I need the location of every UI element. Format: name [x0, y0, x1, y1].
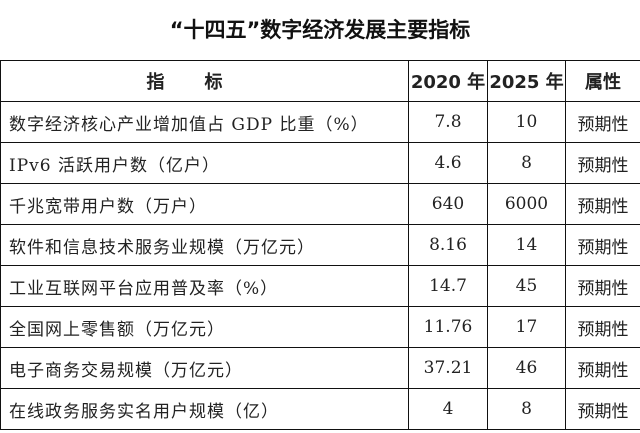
value-2025-cell: 6000 — [487, 183, 566, 225]
value-2020-cell: 640 — [408, 183, 488, 225]
value-2025-cell: 45 — [487, 265, 566, 307]
attribute-cell: 预期性 — [565, 388, 640, 430]
table-header-row: 指标 2020 年 2025 年 属性 — [0, 60, 640, 102]
value-2025-cell: 17 — [487, 306, 566, 348]
attribute-cell: 预期性 — [565, 183, 640, 225]
indicator-name-cell: 千兆宽带用户数（万户） — [0, 183, 409, 225]
attribute-cell: 预期性 — [565, 265, 640, 307]
value-2025-cell: 8 — [487, 142, 566, 184]
header-indicator: 指标 — [0, 60, 409, 102]
value-2020-cell: 11.76 — [408, 306, 488, 348]
value-2020-cell: 8.16 — [408, 224, 488, 266]
table-row: 数字经济核心产业增加值占 GDP 比重（%） 7.8 10 预期性 — [0, 101, 640, 143]
indicator-name-cell: 数字经济核心产业增加值占 GDP 比重（%） — [0, 101, 409, 143]
value-2020-cell: 4.6 — [408, 142, 488, 184]
table-row: 在线政务服务实名用户规模（亿） 4 8 预期性 — [0, 388, 640, 430]
table-row: 电子商务交易规模（万亿元） 37.21 46 预期性 — [0, 347, 640, 389]
value-2025-cell: 8 — [487, 388, 566, 430]
indicator-name-cell: IPv6 活跃用户数（亿户） — [0, 142, 409, 184]
attribute-cell: 预期性 — [565, 347, 640, 389]
table-row: 千兆宽带用户数（万户） 640 6000 预期性 — [0, 183, 640, 225]
table-row: 软件和信息技术服务业规模（万亿元） 8.16 14 预期性 — [0, 224, 640, 266]
indicators-table: 指标 2020 年 2025 年 属性 数字经济核心产业增加值占 GDP 比重（… — [0, 60, 640, 430]
value-2025-cell: 46 — [487, 347, 566, 389]
header-2020: 2020 年 — [408, 60, 488, 102]
attribute-cell: 预期性 — [565, 306, 640, 348]
attribute-cell: 预期性 — [565, 101, 640, 143]
table-row: 全国网上零售额（万亿元） 11.76 17 预期性 — [0, 306, 640, 348]
value-2020-cell: 37.21 — [408, 347, 488, 389]
header-2025: 2025 年 — [487, 60, 566, 102]
indicator-name-cell: 全国网上零售额（万亿元） — [0, 306, 409, 348]
value-2020-cell: 4 — [408, 388, 488, 430]
table-row: IPv6 活跃用户数（亿户） 4.6 8 预期性 — [0, 142, 640, 184]
attribute-cell: 预期性 — [565, 142, 640, 184]
page-title: “十四五”数字经济发展主要指标 — [169, 18, 471, 42]
value-2025-cell: 10 — [487, 101, 566, 143]
value-2020-cell: 7.8 — [408, 101, 488, 143]
value-2025-cell: 14 — [487, 224, 566, 266]
indicator-name-cell: 在线政务服务实名用户规模（亿） — [0, 388, 409, 430]
indicator-name-cell: 电子商务交易规模（万亿元） — [0, 347, 409, 389]
indicator-name-cell: 软件和信息技术服务业规模（万亿元） — [0, 224, 409, 266]
attribute-cell: 预期性 — [565, 224, 640, 266]
indicator-name-cell: 工业互联网平台应用普及率（%） — [0, 265, 409, 307]
value-2020-cell: 14.7 — [408, 265, 488, 307]
table-row: 工业互联网平台应用普及率（%） 14.7 45 预期性 — [0, 265, 640, 307]
header-attribute: 属性 — [565, 60, 640, 102]
